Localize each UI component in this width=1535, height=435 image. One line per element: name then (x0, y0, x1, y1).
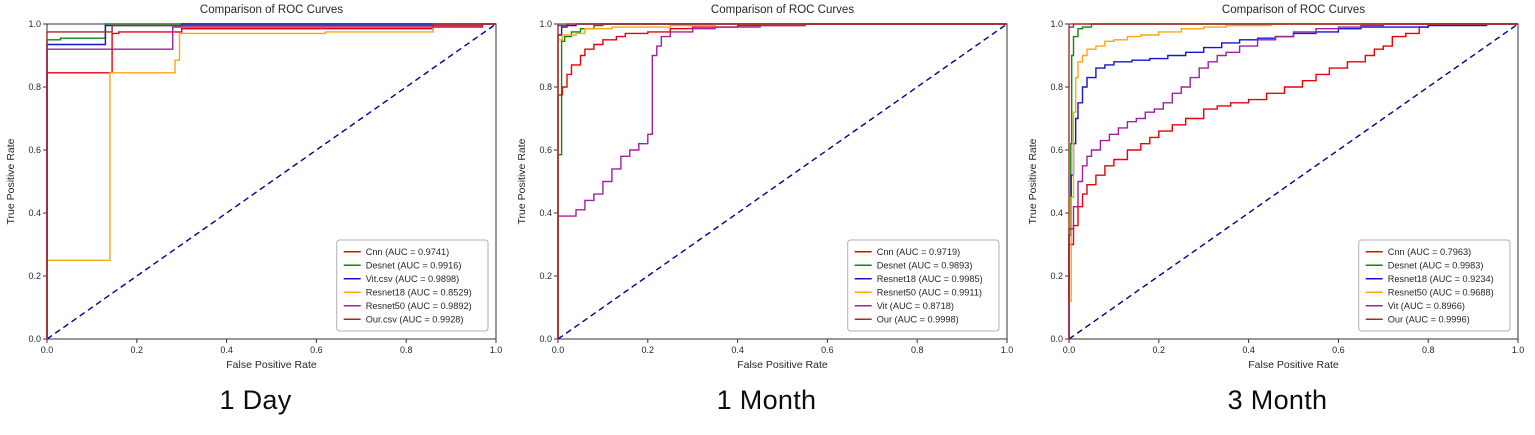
chart-title: Comparison of ROC Curves (711, 4, 854, 16)
legend-label: Resnet50 (AUC = 0.9688) (1388, 287, 1494, 297)
roc-curve-cnn (1068, 23, 1518, 339)
legend-label: Desnet (AUC = 0.9916) (366, 260, 462, 270)
roc-plot-1-day: Comparison of ROC Curves 0.0 0.0 0.2 0.2 0.4 0… (3, 0, 508, 385)
legend-label: Resnet50 (AUC = 0.9911) (877, 287, 982, 297)
y-tick-label: 0.8 (1050, 82, 1063, 92)
y-tick-label: 0.0 (1050, 334, 1063, 344)
y-tick-label: 0.4 (28, 208, 41, 218)
legend-label: Our.csv (AUC = 0.9928) (366, 314, 464, 324)
x-axis-label: False Positive Rate (226, 359, 317, 371)
x-tick-label: 0.6 (1332, 345, 1345, 355)
x-tick-label: 0.8 (1422, 345, 1435, 355)
roc-curve-our-csv (46, 23, 496, 339)
roc-curve-resnet18 (46, 23, 496, 339)
y-tick-label: 0.6 (28, 145, 41, 155)
x-tick-label: 0.4 (731, 345, 744, 355)
roc-chart-svg: Comparison of ROC Curves 0.00.0 0.2 0.2 0.4 0… (1027, 4, 1525, 371)
legend-label: Resnet18 (AUC = 0.9234) (1388, 274, 1494, 284)
y-tick-label: 0.2 (1050, 271, 1063, 281)
x-tick-label: 0.0 (552, 345, 565, 355)
y-tick-label: 0.0 (28, 334, 41, 344)
x-tick-label: 0.8 (911, 345, 924, 355)
y-tick-label: 0.8 (539, 82, 552, 92)
x-tick-label: 1.0 (490, 345, 503, 355)
roc-plot-3-month: Comparison of ROC Curves 0.0 0.0 0.2 0.2 0.4 0… (1025, 0, 1530, 385)
roc-curve-vit (557, 23, 1007, 339)
x-tick-label: 1.0 (1512, 345, 1525, 355)
roc-curve-resnet18 (1068, 23, 1518, 339)
legend-label: Cnn (AUC = 0.9719) (877, 247, 961, 257)
legend-label: Vit.csv (AUC = 0.9898) (366, 274, 460, 284)
chance-diagonal (1068, 23, 1519, 340)
legend-box (336, 239, 489, 332)
roc-plot-1-month: Comparison of ROC Curves 0.0 0.0 0.2 0.2 0.4 0… (514, 0, 1019, 385)
y-tick-label: 0.6 (1050, 145, 1063, 155)
roc-panel-3-month: Comparison of ROC Curves 0.0 0.0 0.2 0.2 0.4 0… (1022, 0, 1533, 416)
legend-box (1358, 239, 1511, 332)
x-tick-label: 0.2 (1153, 345, 1166, 355)
roc-panel-1-day: Comparison of ROC Curves 0.0 0.0 0.2 0.2 0.4 0… (0, 0, 511, 416)
legend-label: Our (AUC = 0.9998) (877, 314, 959, 324)
roc-curve-cnn (557, 23, 1007, 339)
y-tick-label: 1.0 (28, 19, 41, 29)
chart-title: Comparison of ROC Curves (1222, 4, 1365, 16)
x-tick-label: 0.0 (1063, 345, 1076, 355)
roc-chart-svg: Comparison of ROC Curves 0.00.0 0.2 0.2 0.4 0… (516, 4, 1014, 371)
roc-curve-resnet50 (557, 23, 1007, 339)
roc-curve-resnet50 (1068, 23, 1518, 339)
y-tick-label: 1.0 (539, 19, 552, 29)
legend-label: Vit (AUC = 0.8718) (877, 301, 954, 311)
x-tick-label: 0.8 (400, 345, 413, 355)
y-tick-label: 0.8 (28, 82, 41, 92)
chart-title: Comparison of ROC Curves (200, 4, 343, 16)
legend-label: Cnn (AUC = 0.9741) (366, 247, 450, 257)
legend-label: Resnet18 (AUC = 0.8529) (366, 287, 472, 297)
x-tick-label: 0.2 (131, 345, 144, 355)
y-tick-label: 0.0 (539, 334, 552, 344)
x-tick-label: 0.4 (220, 345, 233, 355)
panel-caption: 1 Day (219, 385, 292, 415)
legend-label: Vit (AUC = 0.8966) (1388, 301, 1465, 311)
x-axis-label: False Positive Rate (1248, 359, 1339, 371)
y-tick-label: 0.6 (539, 145, 552, 155)
x-tick-label: 0.2 (642, 345, 655, 355)
y-tick-label: 1.0 (1050, 19, 1063, 29)
panel-caption: 1 Month (716, 385, 817, 415)
chance-diagonal (46, 23, 497, 340)
roc-panel-1-month: Comparison of ROC Curves 0.0 0.0 0.2 0.2 0.4 0… (511, 0, 1022, 416)
y-axis-label: True Positive Rate (516, 138, 528, 224)
y-tick-label: 0.2 (539, 271, 552, 281)
panel-caption: 3 Month (1227, 385, 1328, 415)
y-tick-label: 0.4 (1050, 208, 1063, 218)
x-tick-label: 0.0 (41, 345, 54, 355)
x-tick-label: 1.0 (1001, 345, 1014, 355)
y-axis-label: True Positive Rate (5, 138, 17, 224)
legend-box (847, 239, 1000, 332)
roc-curve-our (557, 23, 1007, 339)
roc-chart-svg: Comparison of ROC Curves 0.00.0 0.2 0.2 0.4 0… (5, 4, 503, 371)
x-tick-label: 0.6 (821, 345, 834, 355)
legend-label: Resnet50 (AUC = 0.9892) (366, 301, 472, 311)
x-axis-label: False Positive Rate (737, 359, 828, 371)
legend-label: Desnet (AUC = 0.9893) (877, 260, 973, 270)
y-axis-label: True Positive Rate (1027, 138, 1039, 224)
legend-label: Resnet18 (AUC = 0.9985) (877, 274, 983, 284)
roc-curve-desnet (557, 23, 1007, 339)
legend-label: Our (AUC = 0.9996) (1388, 314, 1470, 324)
chance-diagonal (557, 23, 1008, 340)
legend-label: Cnn (AUC = 0.7963) (1388, 247, 1472, 257)
x-tick-label: 0.6 (310, 345, 323, 355)
legend-label: Desnet (AUC = 0.9983) (1388, 260, 1484, 270)
roc-curve-our (1068, 23, 1518, 339)
x-tick-label: 0.4 (1242, 345, 1255, 355)
y-tick-label: 0.4 (539, 208, 552, 218)
roc-curve-vit (1068, 23, 1518, 339)
y-tick-label: 0.2 (28, 271, 41, 281)
